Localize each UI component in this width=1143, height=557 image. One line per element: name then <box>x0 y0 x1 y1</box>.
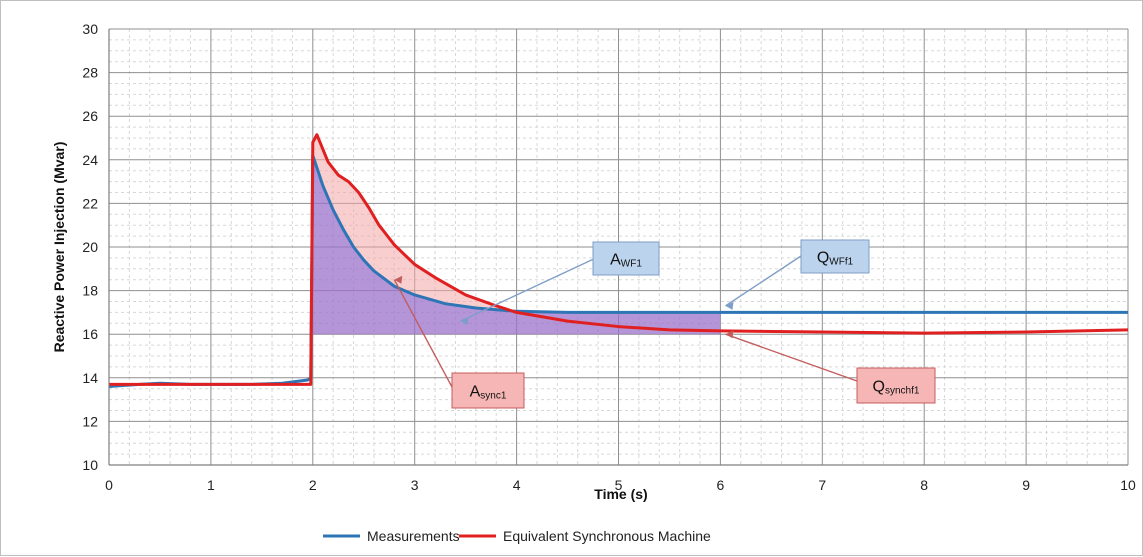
awf1-callout-line <box>460 256 599 322</box>
async1-callout-subscript: sync1 <box>480 391 507 402</box>
x-tick-label: 7 <box>818 477 826 493</box>
y-tick-label: 28 <box>82 65 98 81</box>
qwff1-callout-box <box>800 239 870 274</box>
y-tick-label: 22 <box>82 195 98 211</box>
series-layer <box>108 133 1129 389</box>
qsynchf1-callout-line <box>725 333 858 382</box>
x-tick-label: 8 <box>920 477 928 493</box>
y-tick-label: 30 <box>82 21 98 37</box>
awf1-callout-label: AWF1 <box>610 252 642 270</box>
y-axis-title: Reactive Power Injection (Mvar) <box>51 142 67 353</box>
qsynchf1-callout-main: Q <box>873 379 885 396</box>
x-tick-label: 9 <box>1022 477 1030 493</box>
legend-measurements-label: Measurements <box>367 528 460 544</box>
x-tick-label: 2 <box>309 477 317 493</box>
async1-callout-line <box>393 279 453 388</box>
legend-synchronous-machine-label: Equivalent Synchronous Machine <box>503 528 711 544</box>
qsynchf1-callout-label: Qsynchf1 <box>873 379 920 397</box>
qwff1-callout-line <box>725 255 802 307</box>
wf-area-shading <box>312 155 721 335</box>
qsynchf1-callout-subscript: synchf1 <box>885 386 920 397</box>
async1-callout-box <box>451 372 525 409</box>
x-tick-label: 3 <box>411 477 419 493</box>
x-tick-label: 5 <box>615 477 623 493</box>
async1-callout-main: A <box>470 384 481 401</box>
y-tick-label: 12 <box>82 413 98 429</box>
x-axis-title: Time (s) <box>594 486 647 502</box>
y-tick-label: 10 <box>82 457 98 473</box>
y-tick-label: 26 <box>82 108 98 124</box>
qwff1-callout-label: QWFf1 <box>817 250 854 268</box>
y-tick-label: 14 <box>82 370 98 386</box>
x-tick-label: 10 <box>1120 477 1136 493</box>
awf1-callout-arrowhead <box>460 317 469 326</box>
y-tick-label: 20 <box>82 239 98 255</box>
async1-callout-arrowhead <box>394 275 403 284</box>
awf1-callout-main: A <box>610 252 621 269</box>
qsynchf1-callout-arrowhead <box>725 330 734 339</box>
x-tick-label: 1 <box>207 477 215 493</box>
qwff1-callout-main: Q <box>817 250 829 267</box>
y-tick-label: 18 <box>82 283 98 299</box>
sync-area-shading <box>312 134 517 313</box>
qsynchf1-callout-box <box>856 367 936 404</box>
x-tick-label: 0 <box>105 477 113 493</box>
x-tick-label: 4 <box>513 477 521 493</box>
synchronous-machine-series-line <box>109 133 1129 386</box>
async1-callout-label: Async1 <box>470 384 507 402</box>
legend: Measurements Equivalent Synchronous Mach… <box>323 528 711 544</box>
shaded-area-layer <box>312 134 721 335</box>
x-tick-label: 6 <box>717 477 725 493</box>
qwff1-callout-arrowhead <box>725 301 734 310</box>
y-tick-label: 24 <box>82 152 98 168</box>
y-tick-label: 16 <box>82 326 98 342</box>
awf1-callout-subscript: WF1 <box>621 259 643 270</box>
qwff1-callout-subscript: WFf1 <box>829 257 853 268</box>
awf1-callout-box <box>592 241 660 276</box>
